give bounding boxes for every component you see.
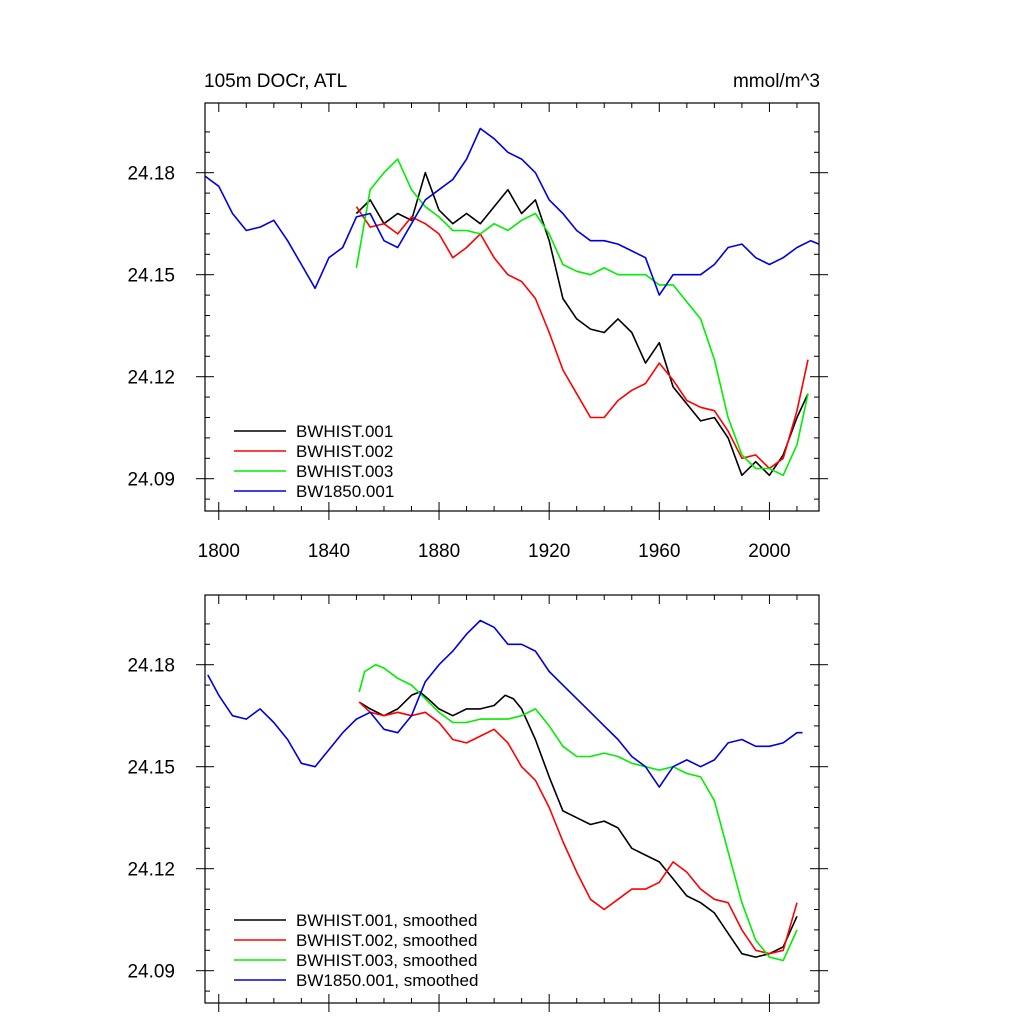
x-tick-label: 1960 xyxy=(638,541,680,562)
series-line-bwhist-003 xyxy=(355,158,809,477)
legend-label: BW1850.001, smoothed xyxy=(296,971,478,990)
series-line-bwhist-003-smoothed xyxy=(358,663,798,962)
series-line-bwhist-002-smoothed xyxy=(358,701,798,955)
y-tick-label: 24.12 xyxy=(127,860,175,881)
y-tick-label: 24.18 xyxy=(127,164,175,185)
legend-label: BWHIST.003, smoothed xyxy=(296,951,477,970)
legend-label: BWHIST.003 xyxy=(296,462,393,481)
y-tick-label: 24.15 xyxy=(127,758,175,779)
series-line-bw1850-001 xyxy=(204,127,820,296)
series-line-bw1850-001-smoothed xyxy=(207,619,803,788)
chart-title-left: 105m DOCr, ATL xyxy=(204,71,347,92)
legend-label: BWHIST.001 xyxy=(296,422,393,441)
series-line-bwhist-002 xyxy=(355,206,809,470)
y-tick-label: 24.12 xyxy=(127,368,175,389)
plot-frame xyxy=(204,594,820,1004)
x-tick-label: 1840 xyxy=(308,541,350,562)
y-tick-label: 24.09 xyxy=(127,962,175,983)
y-tick-label: 24.09 xyxy=(127,470,175,491)
bottom-panel: 24.09 24.12 24.15 24.18 BWHIST.001, smoothed… xyxy=(127,594,828,1012)
legend-label: BWHIST.002, smoothed xyxy=(296,931,477,950)
legend-label: BWHIST.002 xyxy=(296,442,393,461)
x-tick-label: 1880 xyxy=(418,541,460,562)
top-panel: 1800 1840 1880 1920 1960 2000 24.09 24.12 24.15 2… xyxy=(127,71,828,562)
plot-frame xyxy=(204,102,820,512)
chart-title-right: mmol/m^3 xyxy=(733,71,820,92)
x-tick-label: 2000 xyxy=(748,541,790,562)
x-tick-label: 1920 xyxy=(528,541,570,562)
y-tick-label: 24.18 xyxy=(127,656,175,677)
legend-label: BW1850.001 xyxy=(296,482,394,501)
y-tick-label: 24.15 xyxy=(127,266,175,287)
series-line-bwhist-001 xyxy=(355,171,809,477)
x-tick-label: 1800 xyxy=(198,541,240,562)
series-line-bwhist-001-smoothed xyxy=(358,691,798,958)
legend-label: BWHIST.001, smoothed xyxy=(296,911,477,930)
